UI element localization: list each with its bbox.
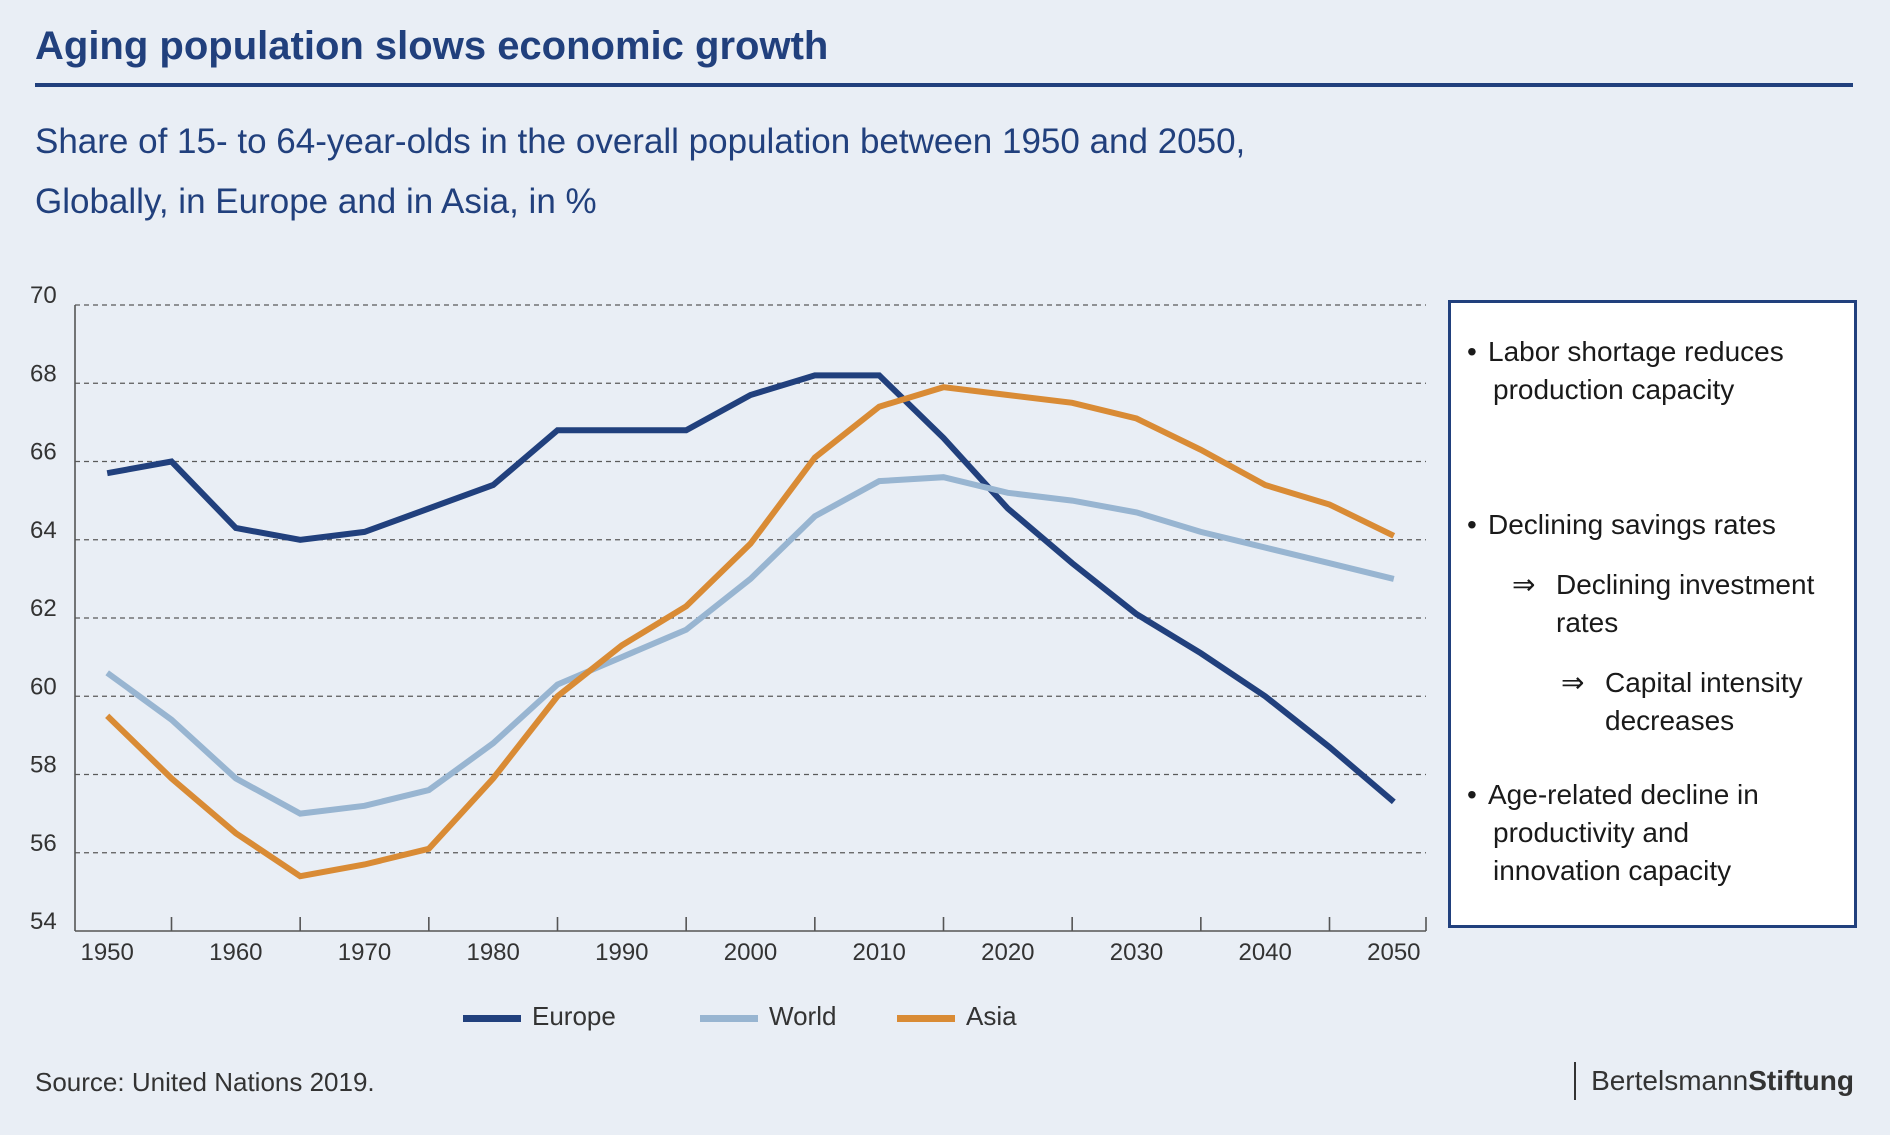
x-tick-label-1990: 1990 bbox=[595, 939, 648, 966]
legend-swatch-europe bbox=[463, 1015, 521, 1022]
implies-arrow-icon: ⇒ bbox=[1561, 667, 1585, 698]
x-tick-label-1980: 1980 bbox=[466, 939, 519, 966]
x-tick-label-2050: 2050 bbox=[1367, 939, 1420, 966]
y-tick-label-54: 54 bbox=[30, 908, 57, 935]
chart-subtitle-line-2: Globally, in Europe and in Asia, in % bbox=[35, 182, 597, 221]
chart-subtitle-line-1: Share of 15- to 64-year-olds in the over… bbox=[35, 122, 1246, 161]
y-tick-label-62: 62 bbox=[30, 595, 57, 622]
bullet-icon: • bbox=[1467, 509, 1477, 540]
title-divider bbox=[35, 83, 1853, 87]
y-tick-label-66: 66 bbox=[30, 439, 57, 466]
axes: 54 56 58 60 62 64 66 68 70 1950 1960 1970 1980 1990 20… bbox=[30, 282, 1427, 966]
series-line-world bbox=[105, 474, 1395, 817]
bullet-icon: • bbox=[1467, 336, 1477, 367]
chart-title: Aging population slows economic growth bbox=[35, 24, 829, 68]
legend-label-world: World bbox=[769, 1001, 837, 1031]
x-tick-label-2000: 2000 bbox=[724, 939, 777, 966]
note-savings-line-1: Declining savings rates bbox=[1488, 509, 1776, 540]
source-note: Source: United Nations 2019. bbox=[35, 1067, 375, 1097]
note-productivity-line-3: innovation capacity bbox=[1493, 855, 1732, 886]
x-tick-label-1950: 1950 bbox=[80, 939, 133, 966]
legend-swatch-asia bbox=[897, 1015, 955, 1022]
x-tick-label-2020: 2020 bbox=[981, 939, 1034, 966]
brand-logo: BertelsmannStiftung bbox=[1574, 1062, 1854, 1100]
y-tick-label-58: 58 bbox=[30, 752, 57, 779]
brand-logo-part-1: Bertelsmann bbox=[1591, 1065, 1749, 1096]
x-tick-label-1970: 1970 bbox=[338, 939, 391, 966]
x-tick-label-1960: 1960 bbox=[209, 939, 262, 966]
note-capital-intensity: ⇒ Capital intensity decreases bbox=[1561, 664, 1847, 740]
note-labor-shortage-line-1: Labor shortage reduces bbox=[1488, 336, 1784, 367]
note-productivity: • Age-related decline in productivity an… bbox=[1467, 776, 1847, 890]
legend-swatch-world bbox=[700, 1015, 758, 1022]
x-tick-label-2010: 2010 bbox=[852, 939, 905, 966]
legend-label-asia: Asia bbox=[966, 1001, 1017, 1031]
note-labor-shortage: • Labor shortage reduces production capa… bbox=[1467, 333, 1847, 409]
note-productivity-line-1: Age-related decline in bbox=[1488, 779, 1759, 810]
x-tick-label-2030: 2030 bbox=[1110, 939, 1163, 966]
series-lines bbox=[105, 372, 1396, 880]
note-investment-line-2: rates bbox=[1556, 607, 1619, 638]
note-productivity-line-2: productivity and bbox=[1493, 817, 1690, 848]
note-savings: • Declining savings rates bbox=[1467, 506, 1847, 544]
series-line-asia bbox=[105, 384, 1396, 880]
series-line-europe bbox=[106, 372, 1396, 805]
brand-logo-part-2: Stiftung bbox=[1748, 1065, 1854, 1096]
note-capital-intensity-line-1: Capital intensity bbox=[1605, 667, 1803, 698]
y-tick-label-70: 70 bbox=[30, 282, 57, 309]
line-chart: 54 56 58 60 62 64 66 68 70 1950 1960 1970 1980 1990 20… bbox=[30, 282, 1427, 966]
legend-label-europe: Europe bbox=[532, 1001, 616, 1031]
bullet-icon: • bbox=[1467, 779, 1477, 810]
note-labor-shortage-line-2: production capacity bbox=[1493, 374, 1735, 405]
effects-panel: • Labor shortage reduces production capa… bbox=[1448, 300, 1857, 928]
note-capital-intensity-line-2: decreases bbox=[1605, 705, 1735, 736]
note-investment-line-1: Declining investment bbox=[1556, 569, 1815, 600]
implies-arrow-icon: ⇒ bbox=[1512, 569, 1536, 600]
y-tick-label-64: 64 bbox=[30, 517, 57, 544]
y-tick-label-60: 60 bbox=[30, 673, 57, 700]
y-tick-label-68: 68 bbox=[30, 360, 57, 387]
y-tick-label-56: 56 bbox=[30, 830, 57, 857]
x-tick-label-2040: 2040 bbox=[1238, 939, 1291, 966]
note-investment: ⇒ Declining investment rates bbox=[1512, 566, 1847, 642]
